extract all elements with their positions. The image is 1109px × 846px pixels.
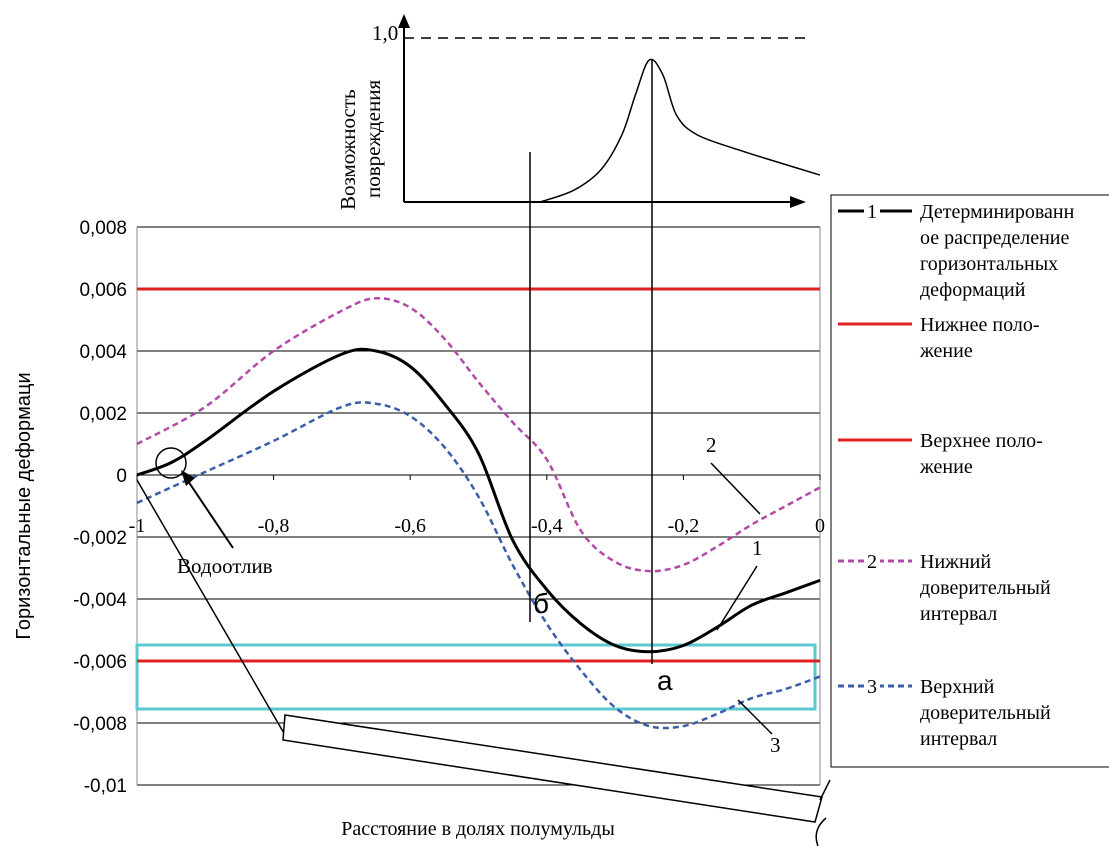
point-a-label: а (657, 665, 673, 696)
y-tick-label: 0,008 (79, 218, 127, 239)
curve-label-2: 2 (706, 433, 717, 457)
drainage-arrowhead (181, 470, 195, 486)
section-edge (815, 779, 831, 846)
legend-text: деформаций (920, 279, 1026, 301)
y-tick-label: -0,01 (84, 776, 127, 797)
x-tick-labels: -1 -0,8 -0,6 -0,4 -0,2 0 (129, 515, 825, 537)
section-line (136, 479, 286, 736)
inset-y-arrow (398, 14, 410, 28)
x-tick-label: -0,2 (668, 515, 700, 537)
legend-text: жение (919, 456, 973, 478)
legend-text: интервал (920, 728, 997, 750)
legend-text: Нижнее поло- (920, 314, 1040, 336)
gridlines (136, 226, 821, 786)
legend-text: Детерминированн (920, 201, 1075, 223)
legend-text: Нижний (920, 551, 991, 573)
legend-frame (830, 194, 1109, 768)
legend-number-bg (864, 200, 880, 222)
series-line-4 (136, 297, 821, 573)
inset-x-arrow (790, 196, 806, 208)
legend-text: горизонтальных (920, 253, 1058, 275)
legend-text: доверительный (920, 577, 1051, 599)
damage-possibility-inset: 1,0 Возможность повреждения (336, 14, 821, 210)
legend-text: жение (919, 340, 973, 362)
x-tick-label: -0,6 (394, 515, 426, 537)
legend-text: интервал (920, 603, 997, 625)
series-line-1 (136, 347, 821, 654)
legend-number: 2 (867, 551, 877, 573)
legend-text: ое распределение (920, 227, 1070, 249)
inset-ylabel-line2: повреждения (361, 80, 385, 198)
legend-text: Верхнее поло- (920, 430, 1043, 452)
curve-label-3: 3 (770, 733, 781, 757)
legend-text: Верхний (920, 676, 995, 698)
section-slab (282, 714, 823, 823)
y-axis-title: Горизонтальные деформаци (13, 372, 35, 639)
legend-number: 1 (867, 201, 877, 223)
drainage-label: Водоотлив (177, 554, 273, 578)
x-tick-label: 0 (815, 515, 825, 537)
y-tick-label: 0,002 (79, 404, 127, 425)
legend: 1 Детерминированн ое распределение горизонт… (830, 194, 1109, 768)
curve-3-leader (737, 699, 773, 735)
y-tick-label: 0,004 (79, 342, 127, 363)
x-tick-label: -0,8 (258, 515, 290, 537)
y-tick-label: -0,002 (73, 528, 127, 549)
curve-1-leader (716, 565, 758, 631)
series-line-5 (136, 401, 821, 730)
y-tick-labels: 0,008 0,006 0,004 0,002 0 -0,002 -0,004 -0,006 -… (73, 218, 127, 797)
highlight-box (135, 643, 817, 711)
inset-ylabel-line1: Возможность (336, 89, 360, 210)
point-b-label: б (533, 588, 549, 619)
legend-number-bg (864, 675, 880, 697)
drainage-arrow (185, 477, 234, 549)
x-tick-label: -0,4 (531, 515, 563, 537)
y-tick-label: -0,006 (73, 652, 127, 673)
drainage-circle (155, 447, 187, 479)
y-tick-label: 0 (116, 466, 127, 487)
y-tick-label: -0,004 (73, 590, 127, 611)
inset-tick-label: 1,0 (372, 21, 398, 45)
curve-label-1: 1 (752, 536, 763, 560)
y-tick-label: -0,008 (73, 714, 127, 735)
x-tick-label: -1 (129, 515, 146, 537)
legend-number-bg (864, 550, 880, 572)
series-lines (136, 287, 821, 730)
legend-text: доверительный (920, 702, 1051, 724)
y-tick-label: 0,006 (79, 280, 127, 301)
legend-number: 3 (867, 676, 877, 698)
curve-2-leader (710, 462, 761, 515)
damage-possibility-curve (539, 58, 821, 203)
x-axis-title: Расстояние в долях полумульды (341, 818, 615, 840)
